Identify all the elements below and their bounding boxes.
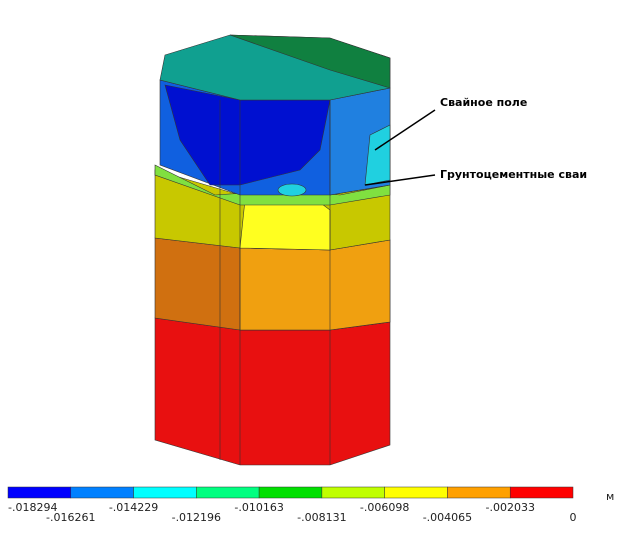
annotation: Грунтоцементные сваи — [440, 168, 587, 181]
colorbar-segment — [70, 486, 134, 499]
colorbar-label: -.016261 — [46, 511, 95, 524]
colorbar-label: -.002033 — [485, 501, 534, 514]
colorbar-segment — [133, 486, 197, 499]
colorbar-segment — [196, 486, 260, 499]
colorbar-label: -.010163 — [234, 501, 283, 514]
colorbar-segment — [7, 486, 72, 499]
colorbar-label: -.012196 — [172, 511, 221, 524]
colorbar-label: 0 — [570, 511, 577, 524]
model — [154, 34, 391, 466]
colorbar-label: -.018294 — [8, 501, 57, 514]
zone-orange — [239, 239, 391, 331]
colorbar-segment — [509, 486, 574, 499]
zone-red — [154, 317, 391, 466]
annotation: Свайное поле — [440, 96, 527, 109]
colorbar-segment — [258, 486, 323, 499]
unit: м — [606, 490, 614, 503]
leader-line — [374, 109, 436, 151]
colorbar-segment — [384, 486, 448, 499]
colorbar-label: -.014229 — [109, 501, 158, 514]
zone-cyan — [364, 124, 391, 186]
leader-line — [364, 174, 436, 186]
colorbar-label: -.004065 — [423, 511, 472, 524]
colorbar-label: -.008131 — [297, 511, 346, 524]
colorbar-label: -.006098 — [360, 501, 409, 514]
zone-top-green — [229, 34, 391, 89]
zone-cyan-spot — [277, 183, 307, 197]
colorbar-segment — [321, 486, 385, 499]
colorbar-segment — [447, 486, 511, 499]
